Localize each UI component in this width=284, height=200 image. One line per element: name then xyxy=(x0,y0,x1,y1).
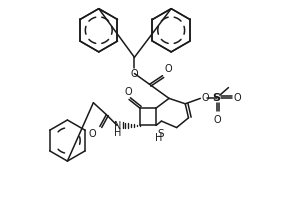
Text: H: H xyxy=(154,133,162,143)
Text: O: O xyxy=(234,93,241,103)
Text: S: S xyxy=(157,129,164,139)
Text: H: H xyxy=(114,128,122,138)
Text: S: S xyxy=(213,93,221,103)
Text: O: O xyxy=(201,93,209,103)
Text: O: O xyxy=(131,69,138,79)
Text: O: O xyxy=(165,64,172,74)
Text: O: O xyxy=(124,87,132,97)
Text: N: N xyxy=(114,121,122,131)
Text: O: O xyxy=(214,115,222,125)
Text: O: O xyxy=(89,129,97,139)
